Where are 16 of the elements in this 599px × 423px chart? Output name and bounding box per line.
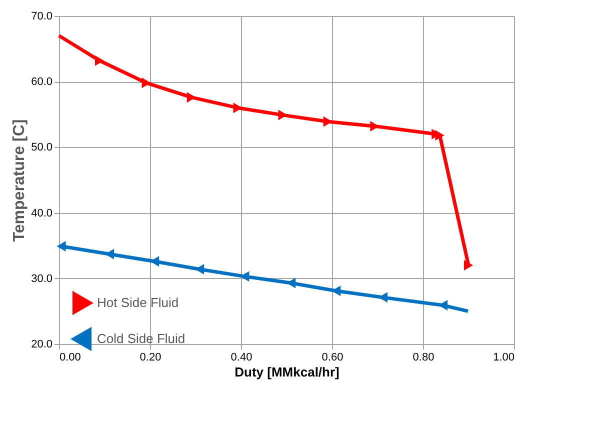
x-tick-label: 0.80 xyxy=(412,352,434,364)
x-tick-label: 1.00 xyxy=(493,352,514,364)
y-tick-label: 30.0 xyxy=(31,272,52,285)
y-tick-label: 70.0 xyxy=(31,10,52,22)
x-tick-label: 0.20 xyxy=(140,352,162,364)
y-tick-label: 20.0 xyxy=(31,338,52,350)
y-tick-label: 40.0 xyxy=(31,207,52,220)
y-axis-title: Temperature [C] xyxy=(11,119,28,242)
legend-label: Hot Side Fluid xyxy=(97,295,179,310)
y-tick-label: 60.0 xyxy=(31,76,52,88)
x-tick-label: 0.60 xyxy=(322,352,344,364)
x-tick-label: 0.40 xyxy=(230,352,252,364)
x-axis-title: Duty [MMkcal/hr] xyxy=(234,364,340,380)
x-tick-label: 0.00 xyxy=(60,352,81,364)
legend-label: Cold Side Fluid xyxy=(97,331,186,346)
y-tick-label: 50.0 xyxy=(31,142,52,154)
